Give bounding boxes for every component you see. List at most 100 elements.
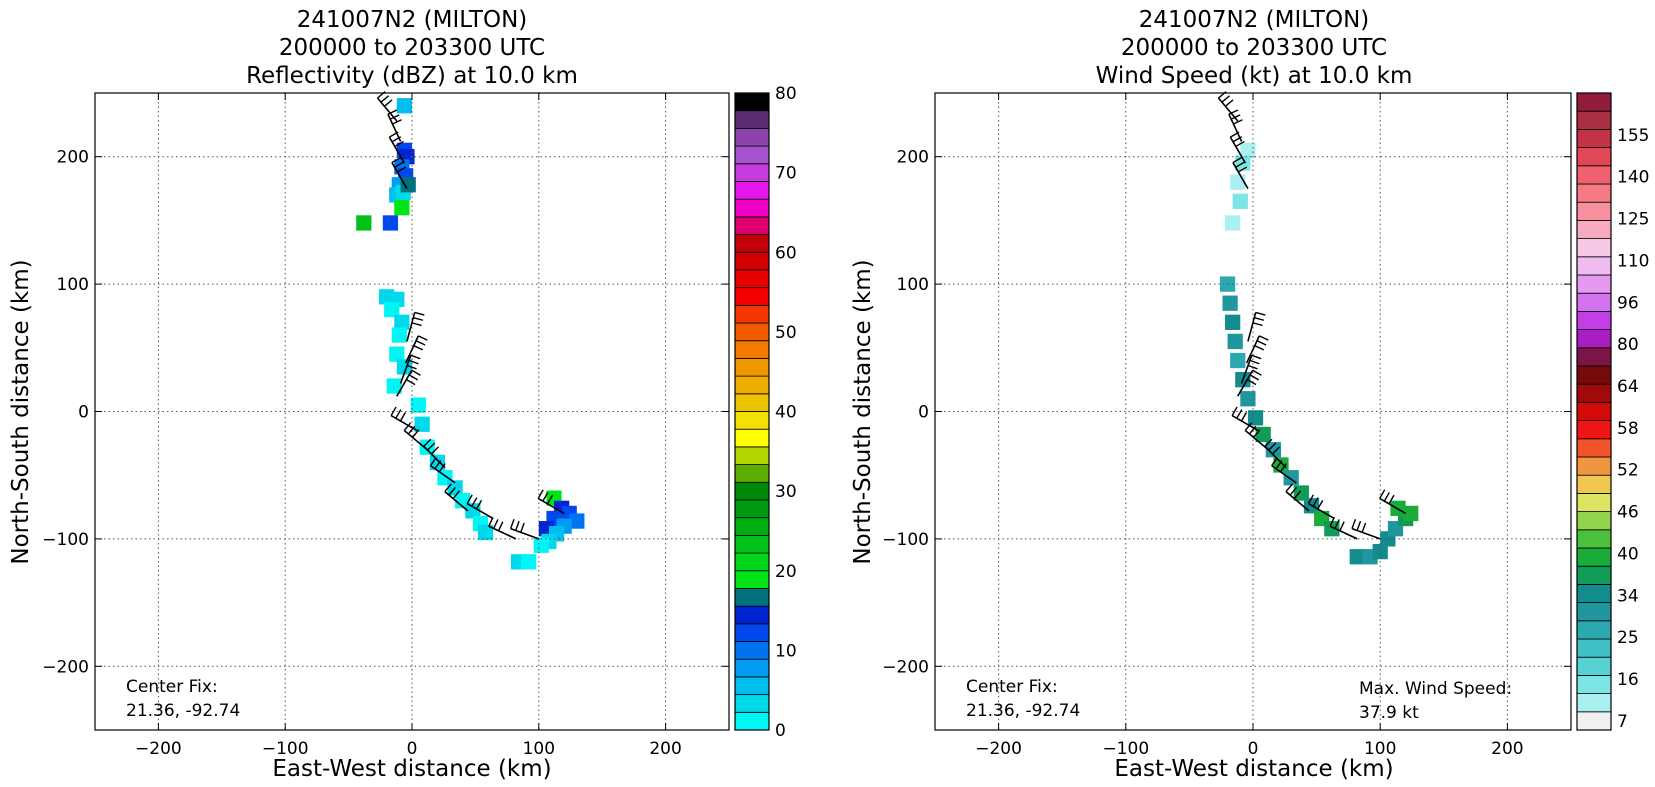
colorbar-segment bbox=[734, 287, 770, 306]
heatmap-cell bbox=[1230, 352, 1246, 369]
colorbar-segment bbox=[1576, 511, 1612, 531]
colorbar-segment bbox=[734, 570, 770, 589]
colorbar-segment bbox=[1576, 147, 1612, 167]
heatmap-cell bbox=[1255, 426, 1271, 443]
colorbar-segment bbox=[1576, 638, 1612, 658]
colorbar-segment bbox=[1576, 310, 1612, 330]
heatmap-cell bbox=[394, 314, 410, 330]
wind-barb bbox=[1379, 489, 1407, 515]
colorbar-segment bbox=[734, 658, 770, 678]
wind-barb bbox=[1307, 494, 1335, 520]
panel2-max-wind-value: 37.9 kt bbox=[1359, 703, 1419, 723]
heatmap-cell bbox=[1240, 142, 1256, 158]
panel2-colorbar: 7 16 25 34 40 46 52 58 64 80 96 110 125 140 155 bbox=[1576, 92, 1649, 732]
wind-barb bbox=[399, 354, 421, 384]
colorbar-segment bbox=[734, 393, 770, 412]
wind-barb bbox=[403, 422, 428, 451]
heatmap-cell bbox=[1293, 485, 1309, 501]
heatmap-cell bbox=[429, 454, 445, 471]
colorbar-frame bbox=[1576, 92, 1612, 731]
colorbar-segment bbox=[734, 534, 770, 554]
colorbar-tick-label: 80 bbox=[775, 84, 797, 104]
x-tick-label: −100 bbox=[262, 739, 309, 759]
y-tick-label: 200 bbox=[57, 148, 89, 168]
colorbar-segment bbox=[1576, 492, 1612, 512]
colorbar-segment bbox=[734, 358, 770, 377]
colorbar-tick-label: 155 bbox=[1617, 126, 1649, 146]
colorbar-segment bbox=[734, 711, 770, 731]
colorbar-segment bbox=[734, 605, 770, 625]
wind-barb bbox=[404, 335, 428, 364]
colorbar-segment bbox=[734, 499, 770, 519]
colorbar-tick-label: 64 bbox=[1617, 377, 1639, 397]
colorbar-segment bbox=[1576, 128, 1612, 148]
colorbar-segment bbox=[1576, 529, 1612, 549]
colorbar-segment bbox=[734, 198, 770, 218]
colorbar-segment bbox=[1576, 365, 1612, 385]
colorbar-segment bbox=[734, 552, 770, 572]
x-tick-label: 200 bbox=[1491, 739, 1523, 759]
colorbar-tick-label: 80 bbox=[1617, 335, 1639, 355]
panel2-y-axis-label: North-South distance (km) bbox=[850, 259, 876, 564]
colorbar-tick-label: 40 bbox=[775, 403, 797, 423]
heatmap-cell bbox=[465, 503, 481, 519]
wind-barb bbox=[387, 109, 402, 142]
heatmap-cell bbox=[384, 301, 400, 318]
panel1-title-line2: 200000 to 203300 UTC bbox=[279, 35, 545, 61]
x-tick-label: 0 bbox=[1248, 739, 1259, 759]
heatmap-cell bbox=[1265, 442, 1281, 458]
colorbar-segment bbox=[734, 517, 770, 536]
panel2-center-fix-label: Center Fix: bbox=[966, 677, 1058, 697]
heatmap-cell bbox=[389, 346, 405, 362]
colorbar-segment bbox=[734, 411, 770, 430]
heatmap-cell bbox=[1225, 314, 1241, 330]
panel2-title-line1: 241007N2 (MILTON) bbox=[1139, 7, 1370, 33]
colorbar-segment bbox=[734, 92, 770, 112]
heatmap-cell bbox=[1240, 391, 1256, 407]
colorbar-segment bbox=[1576, 238, 1612, 258]
colorbar-tick-label: 70 bbox=[775, 164, 797, 184]
wind-barb bbox=[509, 519, 540, 540]
heatmap-cell bbox=[1230, 174, 1246, 190]
heatmap-cell bbox=[533, 537, 549, 553]
heatmap-cell bbox=[419, 439, 435, 455]
colorbar-segment bbox=[734, 641, 770, 660]
wind-barb bbox=[423, 438, 446, 469]
panel1-colorbar: 0 10 20 30 40 50 60 70 80 bbox=[734, 84, 797, 741]
heatmap-cell bbox=[396, 98, 412, 114]
colorbar-segment bbox=[1576, 256, 1612, 276]
colorbar-segment bbox=[1576, 675, 1612, 695]
wind-barb bbox=[1245, 335, 1269, 364]
colorbar-segment bbox=[1576, 274, 1612, 294]
panel1-title-line3: Reflectivity (dBZ) at 10.0 km bbox=[246, 63, 578, 89]
panel1-title-line1: 241007N2 (MILTON) bbox=[297, 7, 528, 33]
y-tick-label: 100 bbox=[57, 275, 89, 295]
colorbar-segment bbox=[734, 428, 770, 448]
colorbar-segment bbox=[1576, 292, 1612, 312]
heatmap-cell bbox=[394, 200, 410, 216]
colorbar-segment bbox=[1576, 92, 1612, 112]
colorbar-tick-label: 46 bbox=[1617, 503, 1639, 523]
colorbar-tick-label: 52 bbox=[1617, 461, 1639, 481]
colorbar-segment bbox=[734, 340, 770, 359]
heatmap-cell bbox=[400, 177, 416, 193]
colorbar-tick-label: 20 bbox=[775, 562, 797, 582]
colorbar-segment bbox=[734, 145, 770, 165]
x-tick-label: 100 bbox=[523, 739, 555, 759]
wind-barb bbox=[396, 369, 421, 397]
wind-barb bbox=[1247, 311, 1266, 342]
wind-barb bbox=[444, 483, 469, 512]
y-tick-label: −200 bbox=[882, 657, 929, 677]
wind-barb bbox=[1237, 369, 1262, 397]
y-tick-label: −100 bbox=[882, 530, 929, 550]
y-tick-label: 100 bbox=[897, 275, 929, 295]
colorbar-segment bbox=[734, 234, 770, 253]
heatmap-cell bbox=[382, 215, 399, 231]
heatmap-cell bbox=[1232, 193, 1248, 209]
colorbar-segment bbox=[1576, 347, 1612, 367]
wind-speed-panel: 241007N2 (MILTON) 200000 to 203300 UTC W… bbox=[850, 7, 1649, 782]
x-tick-label: −200 bbox=[135, 739, 182, 759]
colorbar-segment bbox=[1576, 711, 1612, 731]
colorbar-segment bbox=[1576, 420, 1612, 440]
colorbar-segment bbox=[1576, 565, 1612, 585]
